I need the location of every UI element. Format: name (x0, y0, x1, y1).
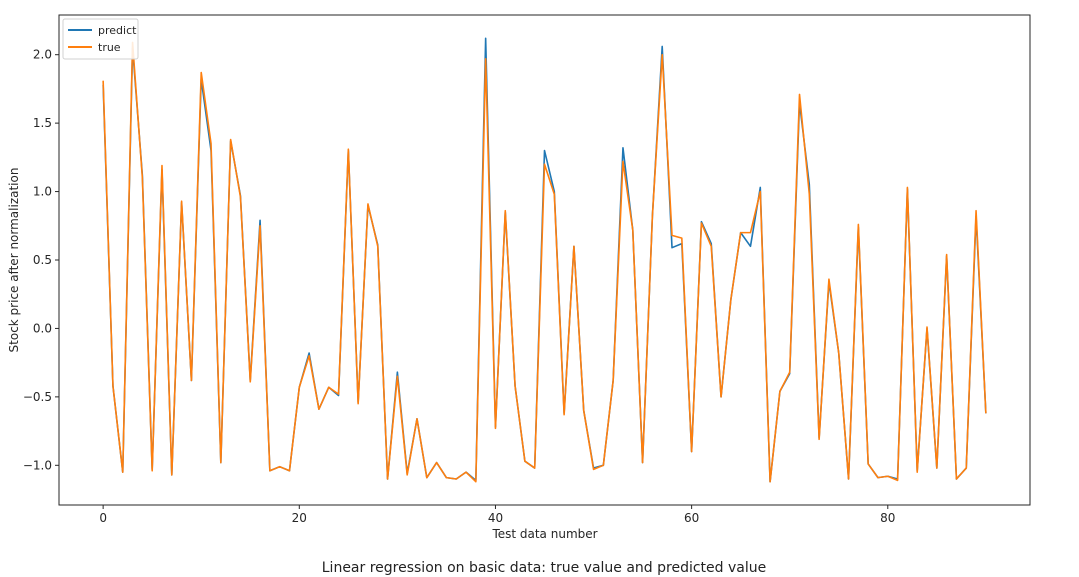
series-layer (102, 37, 987, 483)
axis-ticks: 0 20 40 60 80 −1.0 −0.5 0.0 0.5 1.0 1.5 2.0 (23, 48, 896, 525)
y-tick-label: 1.5 (33, 116, 52, 130)
legend: predict true (62, 18, 139, 60)
series-line-predict (102, 37, 987, 483)
y-tick-label: 1.0 (33, 185, 52, 199)
y-tick-label: 0.5 (33, 253, 52, 267)
x-tick-label: 0 (99, 511, 107, 525)
series-line-true (102, 41, 987, 483)
y-tick-label: −1.0 (23, 458, 52, 472)
x-tick-label: 60 (684, 511, 699, 525)
x-tick-label: 80 (880, 511, 895, 525)
y-tick-label: −0.5 (23, 390, 52, 404)
x-tick-label: 20 (292, 511, 307, 525)
x-axis-label: Test data number (491, 527, 597, 541)
y-tick-label: 2.0 (33, 48, 52, 62)
legend-label-predict: predict (98, 24, 137, 37)
y-tick-label: 0.0 (33, 321, 52, 335)
legend-label-true: true (98, 41, 121, 54)
plot-frame (58, 14, 1031, 506)
y-axis-label: Stock price after normalization (7, 168, 21, 353)
x-tick-label: 40 (488, 511, 503, 525)
figure-caption: Linear regression on basic data: true va… (322, 560, 767, 576)
